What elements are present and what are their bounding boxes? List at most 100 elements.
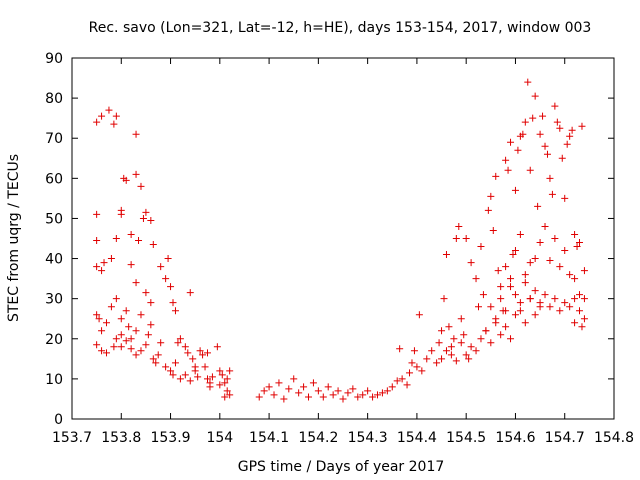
data-point <box>551 102 559 110</box>
data-point <box>502 307 510 315</box>
data-point <box>452 235 460 242</box>
y-tick-label: 10 <box>45 372 63 388</box>
x-tick-label: 153.9 <box>150 430 190 446</box>
data-point <box>112 235 120 242</box>
data-point <box>531 92 539 100</box>
data-point <box>497 295 505 303</box>
data-point <box>428 347 436 355</box>
data-point <box>462 235 470 242</box>
data-point <box>514 146 522 154</box>
x-axis-ticks: 153.7 153.8 153.9 154 154.1 154.2 154.3 154.4 15… <box>52 58 634 446</box>
data-point <box>455 222 463 230</box>
data-point <box>125 323 133 331</box>
data-point <box>132 170 140 178</box>
data-point <box>142 208 150 216</box>
y-axis-ticks: 0 10 20 30 40 50 60 70 80 90 <box>45 51 614 428</box>
data-point <box>484 206 492 214</box>
data-point <box>319 393 327 401</box>
data-point <box>117 343 125 351</box>
x-tick-label: 154.2 <box>298 430 338 446</box>
data-point <box>447 351 455 359</box>
data-point <box>334 387 342 395</box>
data-point <box>186 377 194 385</box>
data-point <box>492 319 500 327</box>
data-point <box>536 130 544 138</box>
data-point <box>223 375 231 383</box>
y-tick-label: 60 <box>45 171 63 187</box>
data-point <box>201 363 209 371</box>
data-point <box>571 295 579 303</box>
data-point <box>571 230 579 238</box>
data-point <box>142 289 150 297</box>
data-point <box>467 343 475 351</box>
data-point <box>511 186 519 194</box>
data-point <box>112 295 120 303</box>
data-point <box>93 237 101 245</box>
data-point <box>93 311 101 319</box>
data-point <box>558 154 566 162</box>
data-point <box>149 241 157 249</box>
data-point <box>580 295 588 303</box>
data-point <box>524 78 532 86</box>
data-point <box>164 255 172 263</box>
data-point <box>204 349 211 357</box>
data-point <box>568 126 576 134</box>
y-tick-label: 30 <box>45 292 63 308</box>
data-point <box>181 343 189 351</box>
data-point <box>576 307 584 315</box>
data-point <box>260 387 268 395</box>
data-point <box>563 140 571 148</box>
data-point <box>526 166 534 174</box>
data-point <box>349 385 357 393</box>
data-point <box>546 257 554 265</box>
data-point <box>415 311 423 319</box>
x-tick-label: 153.7 <box>52 430 92 446</box>
data-point <box>578 122 586 130</box>
data-point <box>290 375 298 383</box>
data-point <box>561 247 569 255</box>
data-point <box>492 172 500 180</box>
data-point <box>546 303 554 311</box>
data-point <box>132 130 140 138</box>
data-point <box>127 261 135 269</box>
data-point <box>189 355 197 363</box>
data-point <box>487 192 495 200</box>
data-point <box>576 291 584 299</box>
data-point <box>196 347 204 355</box>
data-point <box>521 319 529 327</box>
data-point <box>543 150 551 158</box>
data-point <box>100 259 108 267</box>
data-point <box>110 120 118 128</box>
data-point <box>566 132 574 140</box>
data-point <box>305 393 313 401</box>
data-point <box>438 327 446 335</box>
data-point <box>102 319 110 327</box>
data-point <box>423 355 431 363</box>
data-point <box>497 283 505 291</box>
data-point <box>226 367 234 375</box>
data-point <box>147 216 155 224</box>
data-point <box>137 347 145 355</box>
x-tick-label: 153.8 <box>101 430 141 446</box>
data-point <box>275 379 283 387</box>
data-point <box>556 124 564 132</box>
data-point <box>548 190 556 198</box>
data-point <box>213 343 221 351</box>
data-point <box>502 323 510 331</box>
y-tick-label: 20 <box>45 332 63 348</box>
y-tick-label: 40 <box>45 252 63 268</box>
data-point <box>457 315 465 323</box>
data-point <box>447 343 455 351</box>
data-point <box>280 395 288 403</box>
data-point <box>181 371 189 379</box>
data-points <box>93 78 588 403</box>
data-point <box>516 299 524 307</box>
data-point <box>300 383 308 391</box>
data-point <box>442 251 450 259</box>
data-point <box>93 341 101 349</box>
x-axis-label: GPS time / Days of year 2017 <box>238 459 445 475</box>
data-point <box>157 263 165 271</box>
data-point <box>204 375 211 383</box>
data-point <box>137 182 145 190</box>
